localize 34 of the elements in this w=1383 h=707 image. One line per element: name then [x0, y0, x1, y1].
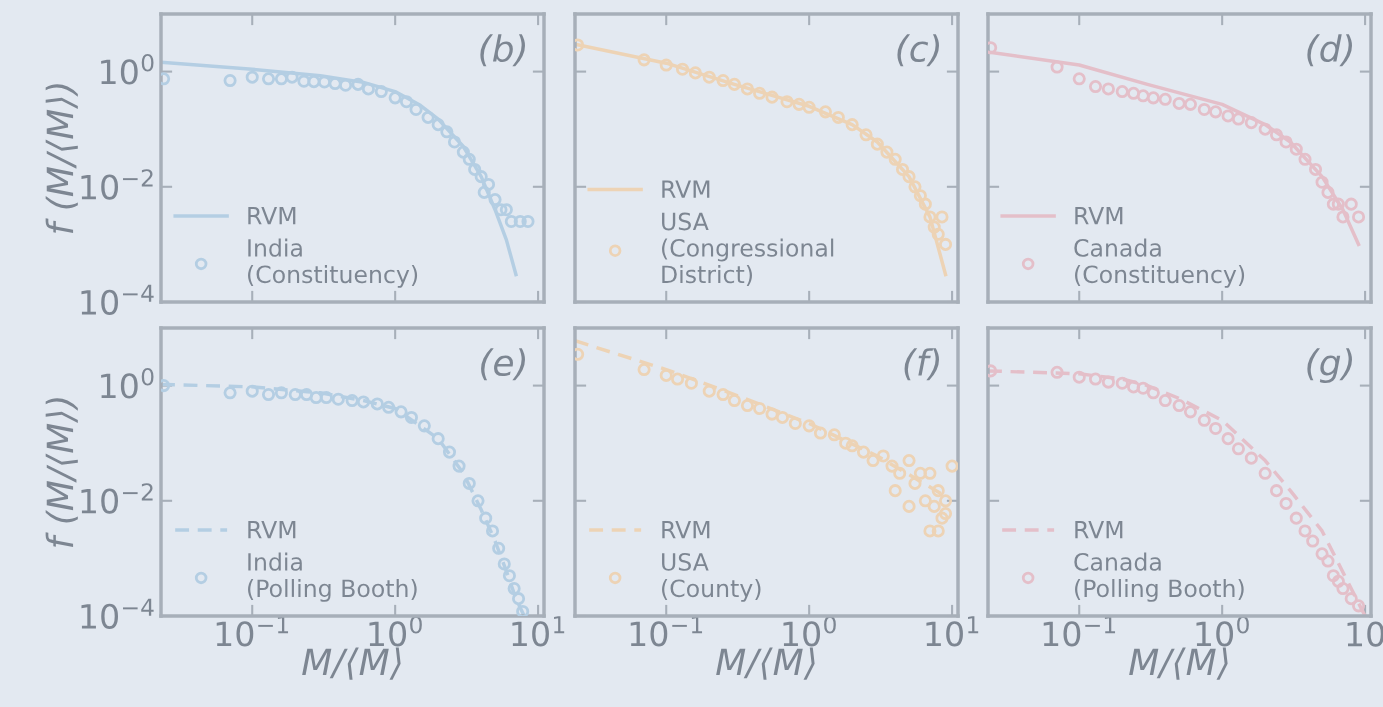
x-axis-title: M/⟨M⟩ — [716, 647, 815, 680]
legend-label: RVM — [1075, 520, 1123, 539]
legend-label: RVM — [248, 520, 296, 539]
y-tick-label: 10$^{0}$ — [101, 53, 154, 85]
x-axis-title: M/⟨M⟩ — [1129, 647, 1228, 680]
legend-label: USA (County) — [662, 552, 761, 602]
annotation: (g) — [1307, 348, 1352, 384]
annotation: (e) — [481, 348, 525, 381]
annotation: (f) — [904, 348, 939, 381]
x-tick-label: 10$^{−1}$ — [630, 616, 703, 647]
legend-label: Canada (Constituency) — [1074, 238, 1245, 288]
legend-label: RVM — [248, 206, 296, 225]
y-axis-title: f (M/⟨M⟩) — [45, 84, 78, 234]
x-tick-label: 10$^{1}$ — [926, 616, 979, 647]
y-axis-title: f (M/⟨M⟩) — [45, 398, 78, 548]
legend-label: RVM — [662, 520, 710, 539]
x-tick-label: 10$^{−1}$ — [216, 616, 289, 647]
y-tick-label: 10$^{0}$ — [101, 367, 154, 399]
legend-label: Canada (Polling Booth) — [1074, 552, 1244, 602]
x-axis-title: M/⟨M⟩ — [302, 647, 401, 680]
legend-label: RVM — [662, 180, 710, 198]
annotation: (d) — [1307, 34, 1352, 67]
y-tick-label: 10$^{−4}$ — [81, 598, 154, 629]
legend-label: India (Polling Booth) — [248, 552, 417, 602]
x-tick-label: 10$^{1}$ — [512, 616, 565, 647]
annotation: (b) — [480, 34, 525, 67]
legend-label: USA (Congressional District) — [662, 212, 834, 287]
y-tick-label: 10$^{−4}$ — [81, 284, 154, 315]
legend-label: RVM — [1075, 206, 1123, 225]
annotation: (c) — [897, 34, 939, 67]
x-tick-label: 10$^{−1}$ — [1043, 616, 1116, 647]
y-tick-label: 10$^{−2}$ — [81, 169, 153, 200]
legend-label: India (Constituency) — [248, 238, 418, 288]
y-tick-label: 10$^{−2}$ — [81, 483, 153, 514]
